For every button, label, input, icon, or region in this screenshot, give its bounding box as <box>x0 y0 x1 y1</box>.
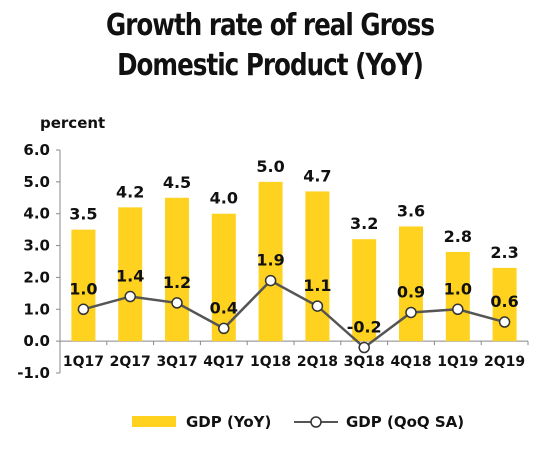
line-marker <box>124 290 136 303</box>
y-tick-label: 1.0 <box>23 300 50 318</box>
bar <box>305 191 330 342</box>
bar <box>492 267 517 342</box>
line-value-label: 1.1 <box>303 276 331 295</box>
line-value-label: 1.2 <box>163 273 191 292</box>
bar <box>71 229 96 342</box>
y-tick-label: 4.0 <box>23 205 50 223</box>
bar-value-label: 4.2 <box>116 182 144 201</box>
y-tick-label: 3.0 <box>23 237 50 255</box>
line-marker <box>358 341 370 354</box>
bar <box>211 213 236 342</box>
bar-value-label: 4.0 <box>210 189 238 208</box>
legend-label-gdp-yoy: GDP (YoY) <box>186 413 271 431</box>
line-marker <box>218 322 230 335</box>
bar-value-label: 2.8 <box>444 227 472 246</box>
line-value-label: 0.9 <box>397 282 425 301</box>
y-tick-label: 0.0 <box>23 332 50 350</box>
bar-value-label: 5.0 <box>256 157 284 176</box>
x-tick-label: 1Q19 <box>437 354 478 370</box>
legend-marker-gdp-qoq <box>310 416 322 428</box>
bar-value-label: 4.7 <box>303 166 331 185</box>
line-marker <box>171 297 183 309</box>
line-series <box>83 279 505 350</box>
line-marker <box>264 274 277 287</box>
x-tick-label: 2Q18 <box>297 354 338 370</box>
bar <box>118 207 143 342</box>
x-tick-label: 3Q18 <box>344 354 385 370</box>
bar-value-label: 3.5 <box>69 205 97 224</box>
legend-swatch-gdp-yoy <box>132 416 176 427</box>
line-value-label: 0.6 <box>490 292 518 311</box>
x-tick-label: 2Q19 <box>484 354 525 370</box>
legend-label-gdp-qoq: GDP (QoQ SA) <box>346 413 464 431</box>
chart-title: Growth rate of real Gross Domestic Produ… <box>49 6 492 86</box>
x-tick-label: 4Q18 <box>390 354 431 370</box>
chart-title-line-2: Domestic Product (YoY) <box>117 48 424 83</box>
y-axis-label: percent <box>40 114 105 132</box>
bar <box>165 197 189 342</box>
bar-value-label: 3.2 <box>350 214 378 233</box>
legend: GDP (YoY) GDP (QoQ SA) <box>132 413 464 431</box>
x-tick-label: 1Q18 <box>250 354 291 370</box>
bar <box>445 251 470 342</box>
line-value-label: 1.9 <box>256 251 284 270</box>
line-value-label: 0.4 <box>210 298 238 317</box>
line-marker <box>498 316 511 328</box>
y-tick-label: 2.0 <box>23 268 50 286</box>
x-tick-label: 2Q17 <box>110 354 151 370</box>
line-value-label: 1.0 <box>69 279 97 298</box>
line-marker <box>77 303 90 316</box>
bar <box>258 181 283 342</box>
bar <box>399 226 423 342</box>
line-value-label: 1.0 <box>444 279 472 298</box>
y-tick-label: 6.0 <box>23 141 50 159</box>
line-marker <box>311 300 324 312</box>
y-tick-label: -1.0 <box>17 364 50 382</box>
x-tick-label: 3Q17 <box>156 354 197 370</box>
bar-value-label: 4.5 <box>163 173 191 192</box>
line-value-label: -0.2 <box>347 318 382 337</box>
bar-value-label: 2.3 <box>490 243 518 262</box>
bar <box>352 239 377 342</box>
line-value-label: 1.4 <box>116 267 144 286</box>
line-marker <box>452 303 464 316</box>
bar-value-label: 3.6 <box>397 201 425 220</box>
chart-title-line-1: Growth rate of real Gross <box>105 8 435 43</box>
line-marker <box>405 306 417 319</box>
x-tick-label: 4Q17 <box>203 354 244 370</box>
y-tick-label: 5.0 <box>23 173 50 191</box>
x-tick-label: 1Q17 <box>63 354 104 370</box>
